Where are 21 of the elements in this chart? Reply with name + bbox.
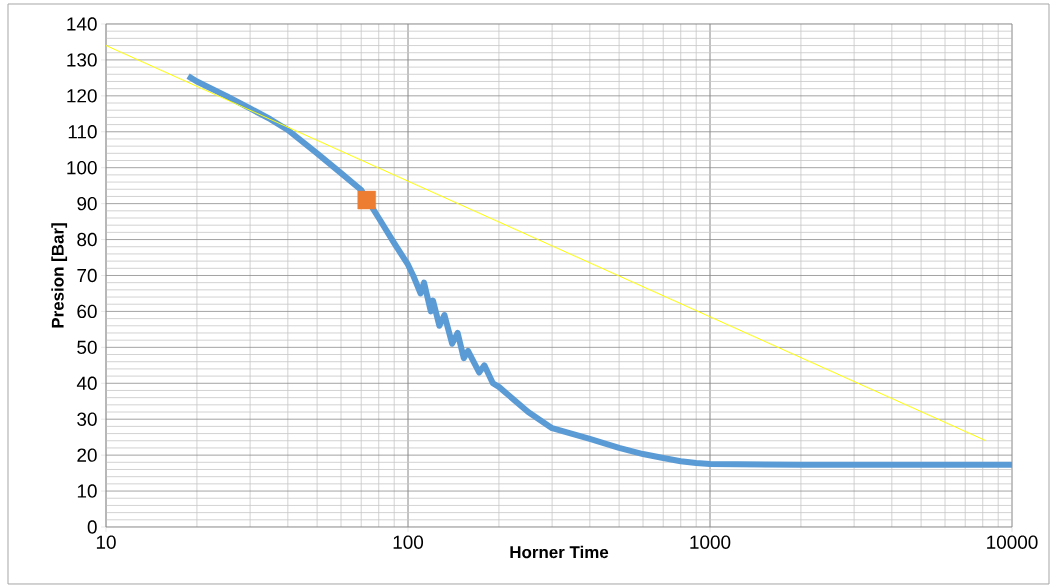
y-tick-label: 130 bbox=[67, 53, 97, 67]
x-tick-label: 100 bbox=[393, 535, 424, 549]
y-tick-label: 120 bbox=[67, 89, 97, 103]
x-tick-label: 10000 bbox=[987, 535, 1038, 549]
y-tick-label: 80 bbox=[77, 232, 97, 247]
x-axis-title: Horner Time bbox=[510, 545, 609, 559]
y-tick-label: 0 bbox=[87, 520, 97, 534]
y-tick-label: 40 bbox=[76, 376, 97, 390]
y-tick-label: 60 bbox=[77, 304, 97, 319]
x-tick-label: 1000 bbox=[690, 535, 731, 549]
y-tick-label: 100 bbox=[67, 161, 97, 175]
x-tick-label: 10 bbox=[96, 535, 116, 549]
y-tick-label: 90 bbox=[77, 196, 97, 211]
y-tick-label: 10 bbox=[77, 484, 97, 498]
y-tick-label: 110 bbox=[68, 125, 97, 139]
y-tick-label: 30 bbox=[77, 412, 97, 426]
y-tick-label: 20 bbox=[77, 448, 97, 462]
y-axis-title: Presion [Bar] bbox=[51, 223, 68, 328]
y-tick-label: 70 bbox=[77, 268, 97, 283]
y-tick-label: 50 bbox=[77, 340, 97, 355]
y-tick-label: 140 bbox=[67, 17, 97, 31]
